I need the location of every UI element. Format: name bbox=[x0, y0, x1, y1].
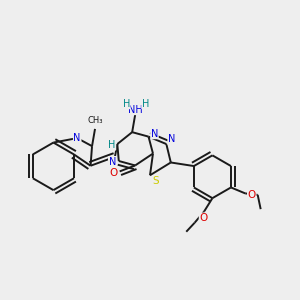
Text: NH: NH bbox=[128, 105, 142, 115]
Text: H: H bbox=[108, 140, 116, 150]
Text: CH₃: CH₃ bbox=[87, 116, 103, 125]
Text: S: S bbox=[153, 176, 159, 186]
Text: N: N bbox=[109, 157, 116, 166]
Text: N: N bbox=[168, 134, 176, 144]
Text: H: H bbox=[122, 99, 130, 109]
Text: O: O bbox=[200, 213, 208, 223]
Text: H: H bbox=[142, 99, 149, 109]
Text: N: N bbox=[151, 129, 158, 139]
Text: O: O bbox=[248, 190, 256, 200]
Text: N: N bbox=[74, 133, 81, 143]
Text: O: O bbox=[110, 168, 118, 178]
